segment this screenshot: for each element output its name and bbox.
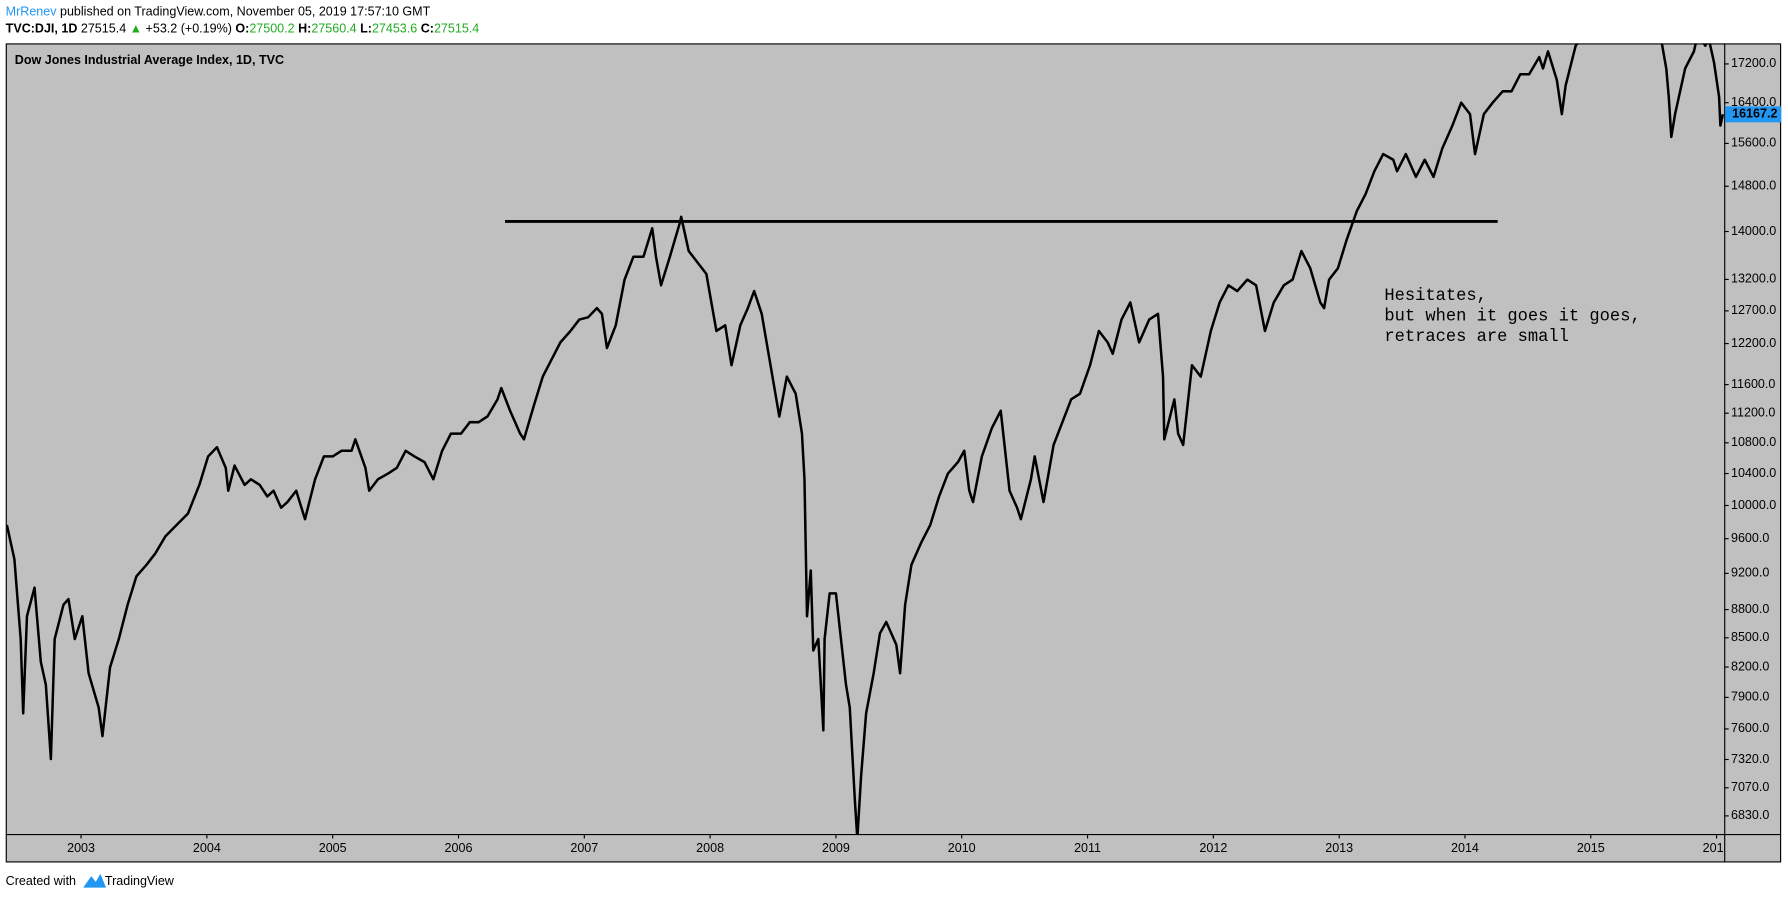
published: published on TradingView.com, November 0… <box>60 5 431 19</box>
y-tick-label: 11600.0 <box>1731 377 1775 391</box>
tradingview-logo <box>83 873 107 888</box>
price-line <box>6 43 1725 834</box>
header-line-1: MrRenev published on TradingView.com, No… <box>6 5 431 19</box>
y-tick-label: 10800.0 <box>1731 435 1776 449</box>
low-label: L: <box>360 22 372 36</box>
y-tick-label: 9600.0 <box>1731 531 1769 545</box>
last-price-badge <box>1725 106 1782 123</box>
x-tick-label: 2014 <box>1451 841 1479 855</box>
open: 27500.2 <box>249 22 294 36</box>
y-tick-label: 7070.0 <box>1731 780 1769 794</box>
y-tick-label: 8800.0 <box>1731 602 1769 616</box>
x-tick-label: 2011 <box>1074 841 1101 855</box>
high-label: H: <box>298 22 311 36</box>
y-tick-label: 7900.0 <box>1731 690 1769 704</box>
header-line-2: TVC:DJI, 1D 27515.4 ▲ +53.2 (+0.19%) O:2… <box>6 22 480 36</box>
open-label: O: <box>235 22 249 36</box>
chart-title: Dow Jones Industrial Average Index, 1D, … <box>15 53 284 67</box>
y-tick-label: 15600.0 <box>1731 136 1776 150</box>
high: 27560.4 <box>311 22 356 36</box>
close-label: C: <box>421 22 434 36</box>
plot-area <box>6 43 1725 834</box>
author[interactable]: MrRenev <box>6 5 58 19</box>
x-tick-label: 2007 <box>570 841 598 855</box>
footer-created: Created with <box>6 874 76 888</box>
x-tick-label: 2013 <box>1325 841 1353 855</box>
annotation-line: retraces are small <box>1384 328 1569 347</box>
arrow: ▲ <box>130 22 142 36</box>
x-tick-label: 2004 <box>193 841 221 855</box>
y-tick-label: 17200.0 <box>1731 56 1776 70</box>
price-axis: 6830.0 7070.0 7320.0 7600.0 7900.0 8200.0 8500… <box>1724 56 1782 822</box>
y-tick-label: 6830.0 <box>1731 808 1769 822</box>
footer-brand[interactable]: TradingView <box>105 874 175 888</box>
x-tick-label: 2005 <box>319 841 347 855</box>
x-tick-label: 2009 <box>822 841 850 855</box>
y-tick-label: 7320.0 <box>1731 752 1769 766</box>
y-tick-label: 11200.0 <box>1731 406 1775 420</box>
time-axis: 2003 2004 2005 2006 2007 2008 2009 2010 2011 2012… <box>67 833 1731 855</box>
last-price: 27515.4 <box>81 22 126 36</box>
x-tick-label: 2015 <box>1577 841 1605 855</box>
y-tick-label: 8200.0 <box>1731 659 1769 673</box>
x-tick-label: 2008 <box>696 841 724 855</box>
y-tick-label: 9200.0 <box>1731 566 1769 580</box>
x-tick-label: 2010 <box>948 841 976 855</box>
chart-frame <box>5 43 1782 863</box>
change: +53.2 (+0.19%) <box>146 22 232 36</box>
annotation-line: Hesitates, <box>1384 287 1487 306</box>
x-tick-label: 2016 <box>1703 841 1731 855</box>
y-tick-label: 13200.0 <box>1731 272 1776 286</box>
low: 27453.6 <box>372 22 417 36</box>
y-tick-label: 8500.0 <box>1731 630 1769 644</box>
y-tick-label: 10400.0 <box>1731 466 1776 480</box>
close: 27515.4 <box>434 22 479 36</box>
x-tick-label: 2003 <box>67 841 95 855</box>
y-tick-label: 7600.0 <box>1731 721 1769 735</box>
x-tick-label: 2006 <box>445 841 473 855</box>
y-tick-label: 12700.0 <box>1731 303 1776 317</box>
y-tick-label: 14000.0 <box>1731 224 1776 238</box>
x-tick-label: 2012 <box>1199 841 1227 855</box>
y-tick-label: 14800.0 <box>1731 179 1776 193</box>
annotation-line: but when it goes it goes, <box>1384 308 1640 327</box>
last-price-label: 16167.2 <box>1732 107 1777 121</box>
y-tick-label: 12200.0 <box>1731 336 1776 350</box>
symbol: TVC:DJI, 1D <box>6 22 78 36</box>
y-tick-label: 10000.0 <box>1731 498 1776 512</box>
y-tick-label: 16400.0 <box>1731 95 1776 109</box>
